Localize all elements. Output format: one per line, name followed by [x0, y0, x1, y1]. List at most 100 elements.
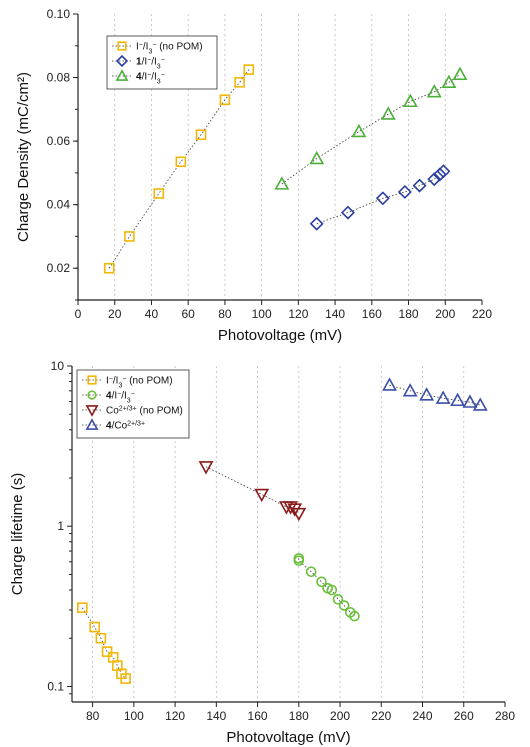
series-line-3	[389, 384, 481, 406]
x-tick-label: 40	[145, 307, 159, 321]
data-point	[419, 387, 435, 401]
x-tick-label: 160	[362, 307, 382, 321]
data-point	[77, 602, 88, 614]
x-tick-label: 240	[413, 709, 433, 723]
legend-label-0: I−/I3− (no POM)	[136, 41, 203, 55]
legend-label-3: 4/Co2+/3+	[106, 420, 145, 432]
legend-marker	[85, 418, 99, 430]
legend-marker	[87, 375, 97, 385]
x-tick-label: 220	[371, 709, 391, 723]
legend-marker	[85, 405, 99, 417]
series-line-0	[81, 607, 126, 679]
data-point	[349, 610, 360, 622]
x-tick-label: 200	[330, 709, 350, 723]
data-point	[309, 216, 324, 231]
data-point	[332, 593, 344, 605]
series-line-1	[316, 170, 444, 225]
x-tick-label: 100	[252, 307, 272, 321]
data-point	[382, 377, 397, 391]
legend-marker	[115, 69, 129, 81]
y-tick-label: 10	[51, 360, 65, 373]
x-tick-label: 140	[325, 307, 345, 321]
data-point	[351, 123, 367, 138]
y-tick-label: 0.04	[47, 198, 71, 212]
x-tick-label: 220	[472, 307, 492, 321]
legend-label-1: 1/I−/I3−	[136, 56, 165, 70]
x-tick-label: 80	[218, 307, 232, 321]
data-point	[89, 621, 100, 633]
legend-marker	[115, 54, 129, 68]
data-point	[462, 394, 478, 408]
y-tick-label: 0.10	[47, 7, 71, 21]
data-point	[452, 66, 468, 81]
series-line-2	[281, 74, 461, 185]
data-point	[375, 191, 390, 206]
series-line-1	[298, 558, 355, 617]
data-point	[435, 390, 451, 404]
data-point	[124, 231, 135, 242]
x-tick-label: 180	[399, 307, 419, 321]
x-tick-label: 160	[248, 709, 268, 723]
series-line-2	[205, 466, 300, 514]
data-point	[291, 507, 307, 522]
legend-label-2: Co2+/3+ (no POM)	[106, 405, 183, 417]
charge-density-chart: 0 20 40 60 80 100 120 140 160 180 200 220 0.02 0.04 0.…	[15, 7, 492, 344]
data-point	[293, 555, 305, 566]
x-tick-label: 180	[289, 709, 309, 723]
legend-marker	[117, 41, 127, 51]
x-tick-label: 280	[495, 709, 515, 723]
data-point	[274, 176, 290, 190]
y-tick-label: 0.08	[47, 71, 71, 85]
data-point	[153, 188, 165, 199]
legend-label-1: 4/I−/I3−	[106, 390, 135, 404]
x-tick-label: 260	[454, 709, 474, 723]
data-point	[441, 74, 457, 88]
data-point	[305, 566, 317, 578]
x-tick-label: 60	[182, 307, 196, 321]
x-tick-label: 100	[124, 709, 144, 723]
data-point	[340, 205, 355, 220]
data-point	[234, 77, 245, 88]
data-point	[402, 383, 418, 397]
data-point	[283, 501, 298, 515]
x-tick-label: 120	[165, 709, 185, 723]
x-axis-title: Photovoltage (mV)	[226, 729, 350, 746]
data-point	[243, 64, 255, 75]
data-point	[326, 584, 338, 596]
charge-lifetime-chart: 80 100 120 140 160 180 200 220 240 260 280 0.1 1 10 Ph…	[9, 360, 515, 746]
data-point	[338, 600, 350, 611]
data-point	[219, 94, 231, 106]
y-tick-label: 0.02	[47, 261, 71, 275]
data-point	[426, 84, 442, 98]
data-point	[103, 262, 115, 274]
data-point	[436, 164, 451, 179]
x-tick-label: 0	[75, 307, 82, 321]
x-tick-label: 120	[288, 307, 308, 321]
data-point	[472, 397, 488, 411]
y-axis-title: Charge Density (mC/cm²)	[15, 72, 32, 242]
x-axis-title: Photovoltage (mV)	[218, 327, 342, 344]
data-point	[254, 488, 270, 503]
data-point	[120, 673, 131, 684]
data-point	[195, 129, 207, 141]
data-point	[175, 156, 187, 168]
y-tick-label: 0.1	[47, 679, 64, 693]
x-tick-label: 20	[108, 307, 122, 321]
legend-label-0: I−/I3− (no POM)	[106, 375, 173, 389]
data-point	[427, 172, 442, 187]
data-point	[309, 150, 325, 165]
data-point	[380, 106, 396, 120]
data-point	[412, 178, 427, 193]
y-tick-label: 1	[57, 519, 64, 533]
data-point	[316, 576, 327, 588]
series-line-0	[108, 69, 250, 269]
data-point	[432, 167, 447, 182]
x-tick-label: 140	[206, 709, 226, 723]
data-point	[397, 184, 412, 199]
data-point	[95, 632, 107, 644]
x-tick-label: 200	[435, 307, 455, 321]
y-axis-title: Charge lifetime (s)	[9, 473, 26, 596]
x-tick-label: 80	[86, 709, 100, 723]
legend-label-2: 4/I−/I3−	[136, 71, 165, 85]
y-tick-label: 0.06	[47, 134, 71, 148]
